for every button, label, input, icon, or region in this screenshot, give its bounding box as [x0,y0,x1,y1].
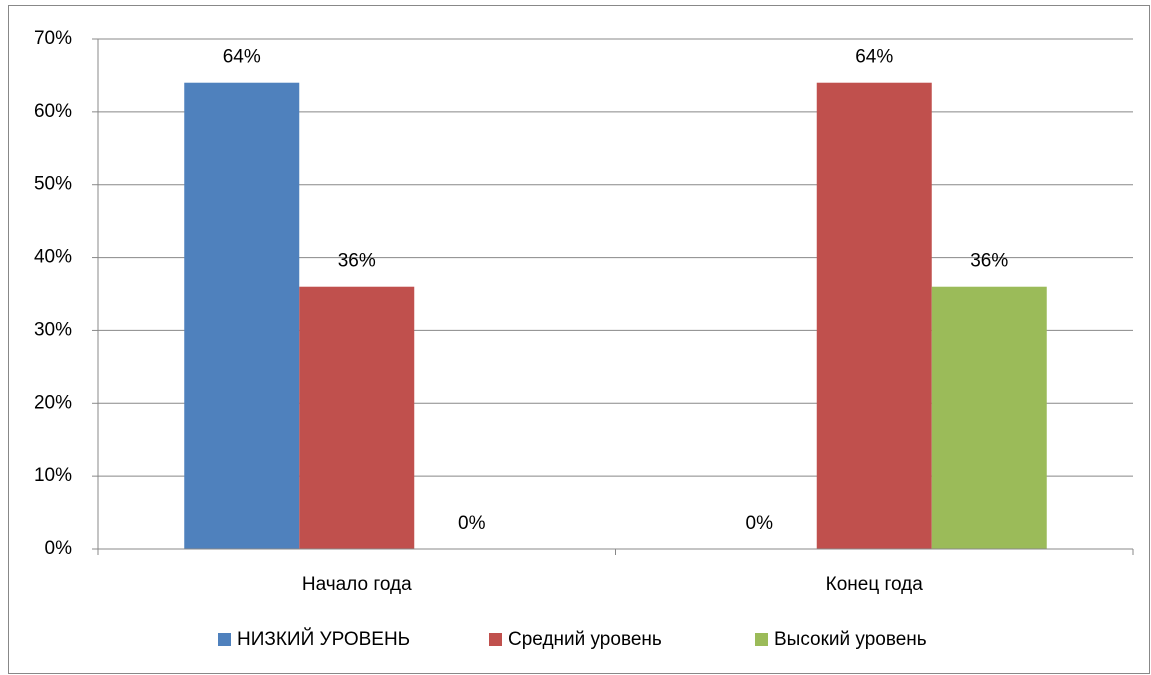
data-label: 36% [338,251,376,272]
bar [931,286,1047,549]
y-tick-label: 60% [34,101,72,122]
y-tick-label: 40% [34,247,72,268]
legend-label: Высокий уровень [774,629,927,650]
data-label: 64% [223,47,261,68]
y-tick-label: 10% [34,465,72,486]
legend-swatch [489,633,502,646]
x-tick-label: Начало года [302,574,412,595]
legend-label: Средний уровень [508,629,662,650]
y-tick-label: 50% [34,174,72,195]
legend-swatch [218,633,231,646]
data-label: 36% [970,251,1008,272]
data-label: 0% [458,513,486,534]
y-tick-label: 0% [45,538,73,559]
y-tick-label: 20% [34,392,72,413]
legend-swatch [755,633,768,646]
data-label: 64% [855,47,893,68]
legend-label: НИЗКИЙ УРОВЕНЬ [237,628,410,650]
x-tick-label: Конец года [826,574,924,595]
bar [299,286,415,549]
y-tick-label: 70% [34,28,72,49]
bar [184,82,300,549]
bar [816,82,932,549]
data-label: 0% [746,513,774,534]
y-tick-label: 30% [34,319,72,340]
